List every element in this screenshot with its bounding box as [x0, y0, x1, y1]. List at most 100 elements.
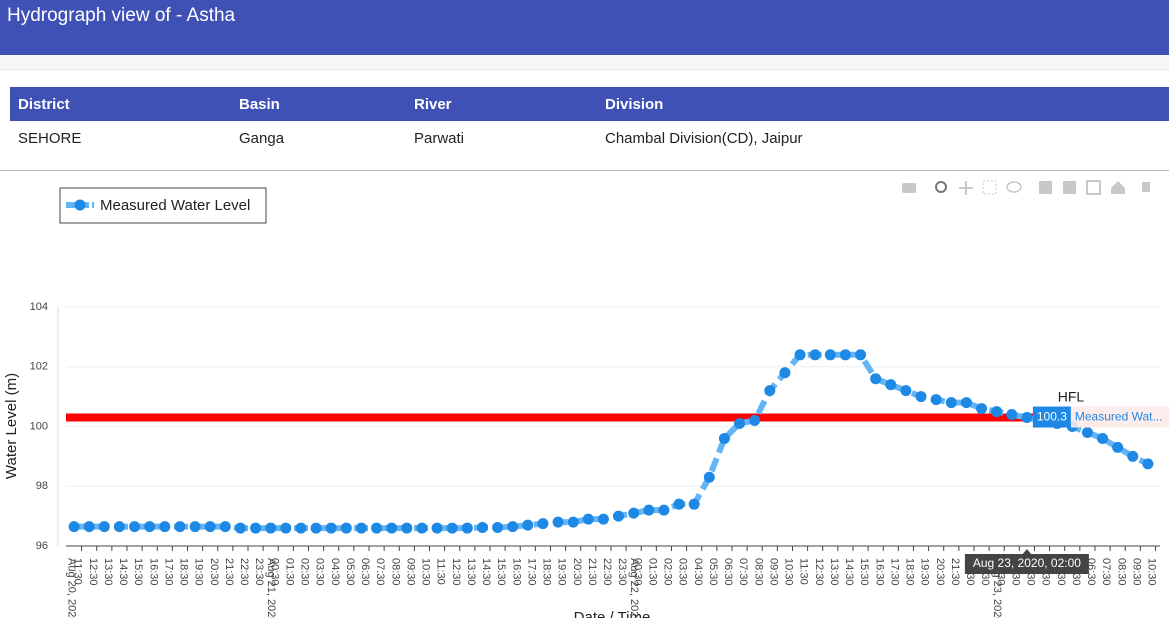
x-tick-label: 11:30 [798, 558, 810, 585]
hfl-label: HFL [1058, 389, 1085, 405]
data-point [991, 406, 1003, 418]
home-icon[interactable] [1111, 181, 1125, 194]
x-tick-label: 10:30 [1146, 558, 1158, 586]
page-title: Hydrograph view of - Astha [7, 5, 236, 26]
table-row: SEHORE Ganga Parwati Chambal Division(CD… [10, 121, 1169, 155]
x-tick-label: 19:30 [919, 558, 931, 586]
x-tick-label: 09:30 [404, 558, 416, 586]
band [0, 55, 1169, 70]
x-tick-label: 12:30 [450, 558, 462, 586]
lasso-icon[interactable] [1006, 181, 1022, 193]
data-point [870, 373, 882, 385]
data-point [1127, 450, 1139, 462]
data-point [113, 521, 125, 533]
x-tick-label: 14:30 [117, 558, 129, 586]
cell: SEHORE [18, 129, 82, 147]
data-point [945, 397, 957, 409]
x-tick-label: 00:30 [631, 558, 643, 586]
camera-icon[interactable] [902, 183, 916, 193]
zoom-in-icon[interactable] [1039, 181, 1052, 194]
data-point [597, 513, 609, 525]
hover-value: 100.3 [1037, 410, 1067, 424]
x-tick-label: 03:30 [314, 558, 326, 586]
x-tick-label: 17:30 [525, 558, 537, 586]
zoom-out-icon[interactable] [1063, 181, 1076, 194]
data-point [703, 471, 715, 483]
data-point [718, 432, 730, 444]
date-tick-label: Aug 20, 2020 [66, 558, 78, 618]
x-tick-label: 01:30 [646, 558, 658, 586]
x-tick-label: 16:30 [147, 558, 159, 586]
data-point [658, 504, 670, 516]
hover-x-label: Aug 23, 2020, 02:00 [973, 556, 1081, 570]
data-point [265, 522, 277, 534]
data-point [855, 349, 867, 361]
hover-x-box [964, 554, 1089, 574]
date-tick-label: Aug 22, 2020 [628, 558, 640, 618]
select-icon[interactable] [982, 180, 997, 195]
data-point [129, 521, 141, 533]
data-point [446, 522, 458, 534]
data-point [764, 385, 776, 397]
x-tick-label: 14:30 [843, 558, 855, 586]
data-point [734, 418, 746, 430]
x-tick-label: 15:30 [858, 558, 870, 586]
x-tick-label: 19:30 [193, 558, 205, 586]
x-tick-label: 02:30 [662, 558, 674, 586]
hover-x-pointer [1021, 549, 1032, 555]
x-tick-label: 07:30 [737, 558, 749, 586]
x-tick-label: 21:30 [586, 558, 598, 586]
table-header: District Basin River Division [10, 87, 1169, 121]
data-point [1142, 458, 1154, 470]
data-point [234, 522, 246, 534]
data-point [461, 522, 473, 534]
x-tick-label: 11:30 [435, 558, 447, 585]
info-table: District Basin River Division SEHORE Gan… [10, 87, 1169, 155]
autoscale-icon[interactable] [1086, 180, 1101, 195]
data-point [280, 522, 292, 534]
data-point [522, 519, 534, 531]
x-tick-label: 10:30 [420, 558, 432, 586]
x-tick-label: 21:30 [949, 558, 961, 586]
data-point [355, 522, 367, 534]
x-tick-label: 15:30 [132, 558, 144, 586]
data-point [431, 522, 443, 534]
data-point [1081, 426, 1093, 438]
x-tick-label: 13:30 [102, 558, 114, 586]
data-point [371, 522, 383, 534]
x-tick-label: 09:30 [1130, 558, 1142, 586]
x-tick-label: 13:30 [828, 558, 840, 586]
x-tick-label: 04:30 [329, 558, 341, 586]
x-tick-label: 22:30 [238, 558, 250, 586]
data-point [794, 349, 806, 361]
x-tick-label: 15:30 [495, 558, 507, 586]
data-point [250, 522, 262, 534]
x-tick-label: 14:30 [480, 558, 492, 586]
data-point [779, 367, 791, 379]
y-tick-label: 100 [30, 420, 48, 432]
zoom-icon[interactable] [935, 181, 947, 193]
y-tick-label: 104 [30, 301, 48, 313]
data-point [839, 349, 851, 361]
x-tick-label: 09:30 [767, 558, 779, 586]
data-point [628, 507, 640, 519]
pan-icon[interactable] [959, 181, 973, 195]
data-point [688, 498, 700, 510]
column-header: Basin [231, 87, 406, 121]
x-tick-label: 11:30 [72, 558, 84, 585]
x-tick-label: 23:30 [616, 558, 628, 586]
data-point [1097, 432, 1109, 444]
spike-icon[interactable] [1142, 182, 1150, 192]
data-point [98, 521, 110, 533]
y-tick-label: 102 [30, 361, 48, 373]
data-point [325, 522, 337, 534]
x-tick-label: 01:30 [283, 558, 295, 586]
date-tick-label: Aug 21, 2020 [265, 558, 277, 618]
x-tick-label: 08:30 [389, 558, 401, 586]
data-point [552, 516, 564, 528]
x-tick-label: 18:30 [904, 558, 916, 586]
x-tick-label: 05:30 [344, 558, 356, 586]
y-tick-label: 98 [36, 480, 48, 492]
data-point [492, 521, 504, 533]
